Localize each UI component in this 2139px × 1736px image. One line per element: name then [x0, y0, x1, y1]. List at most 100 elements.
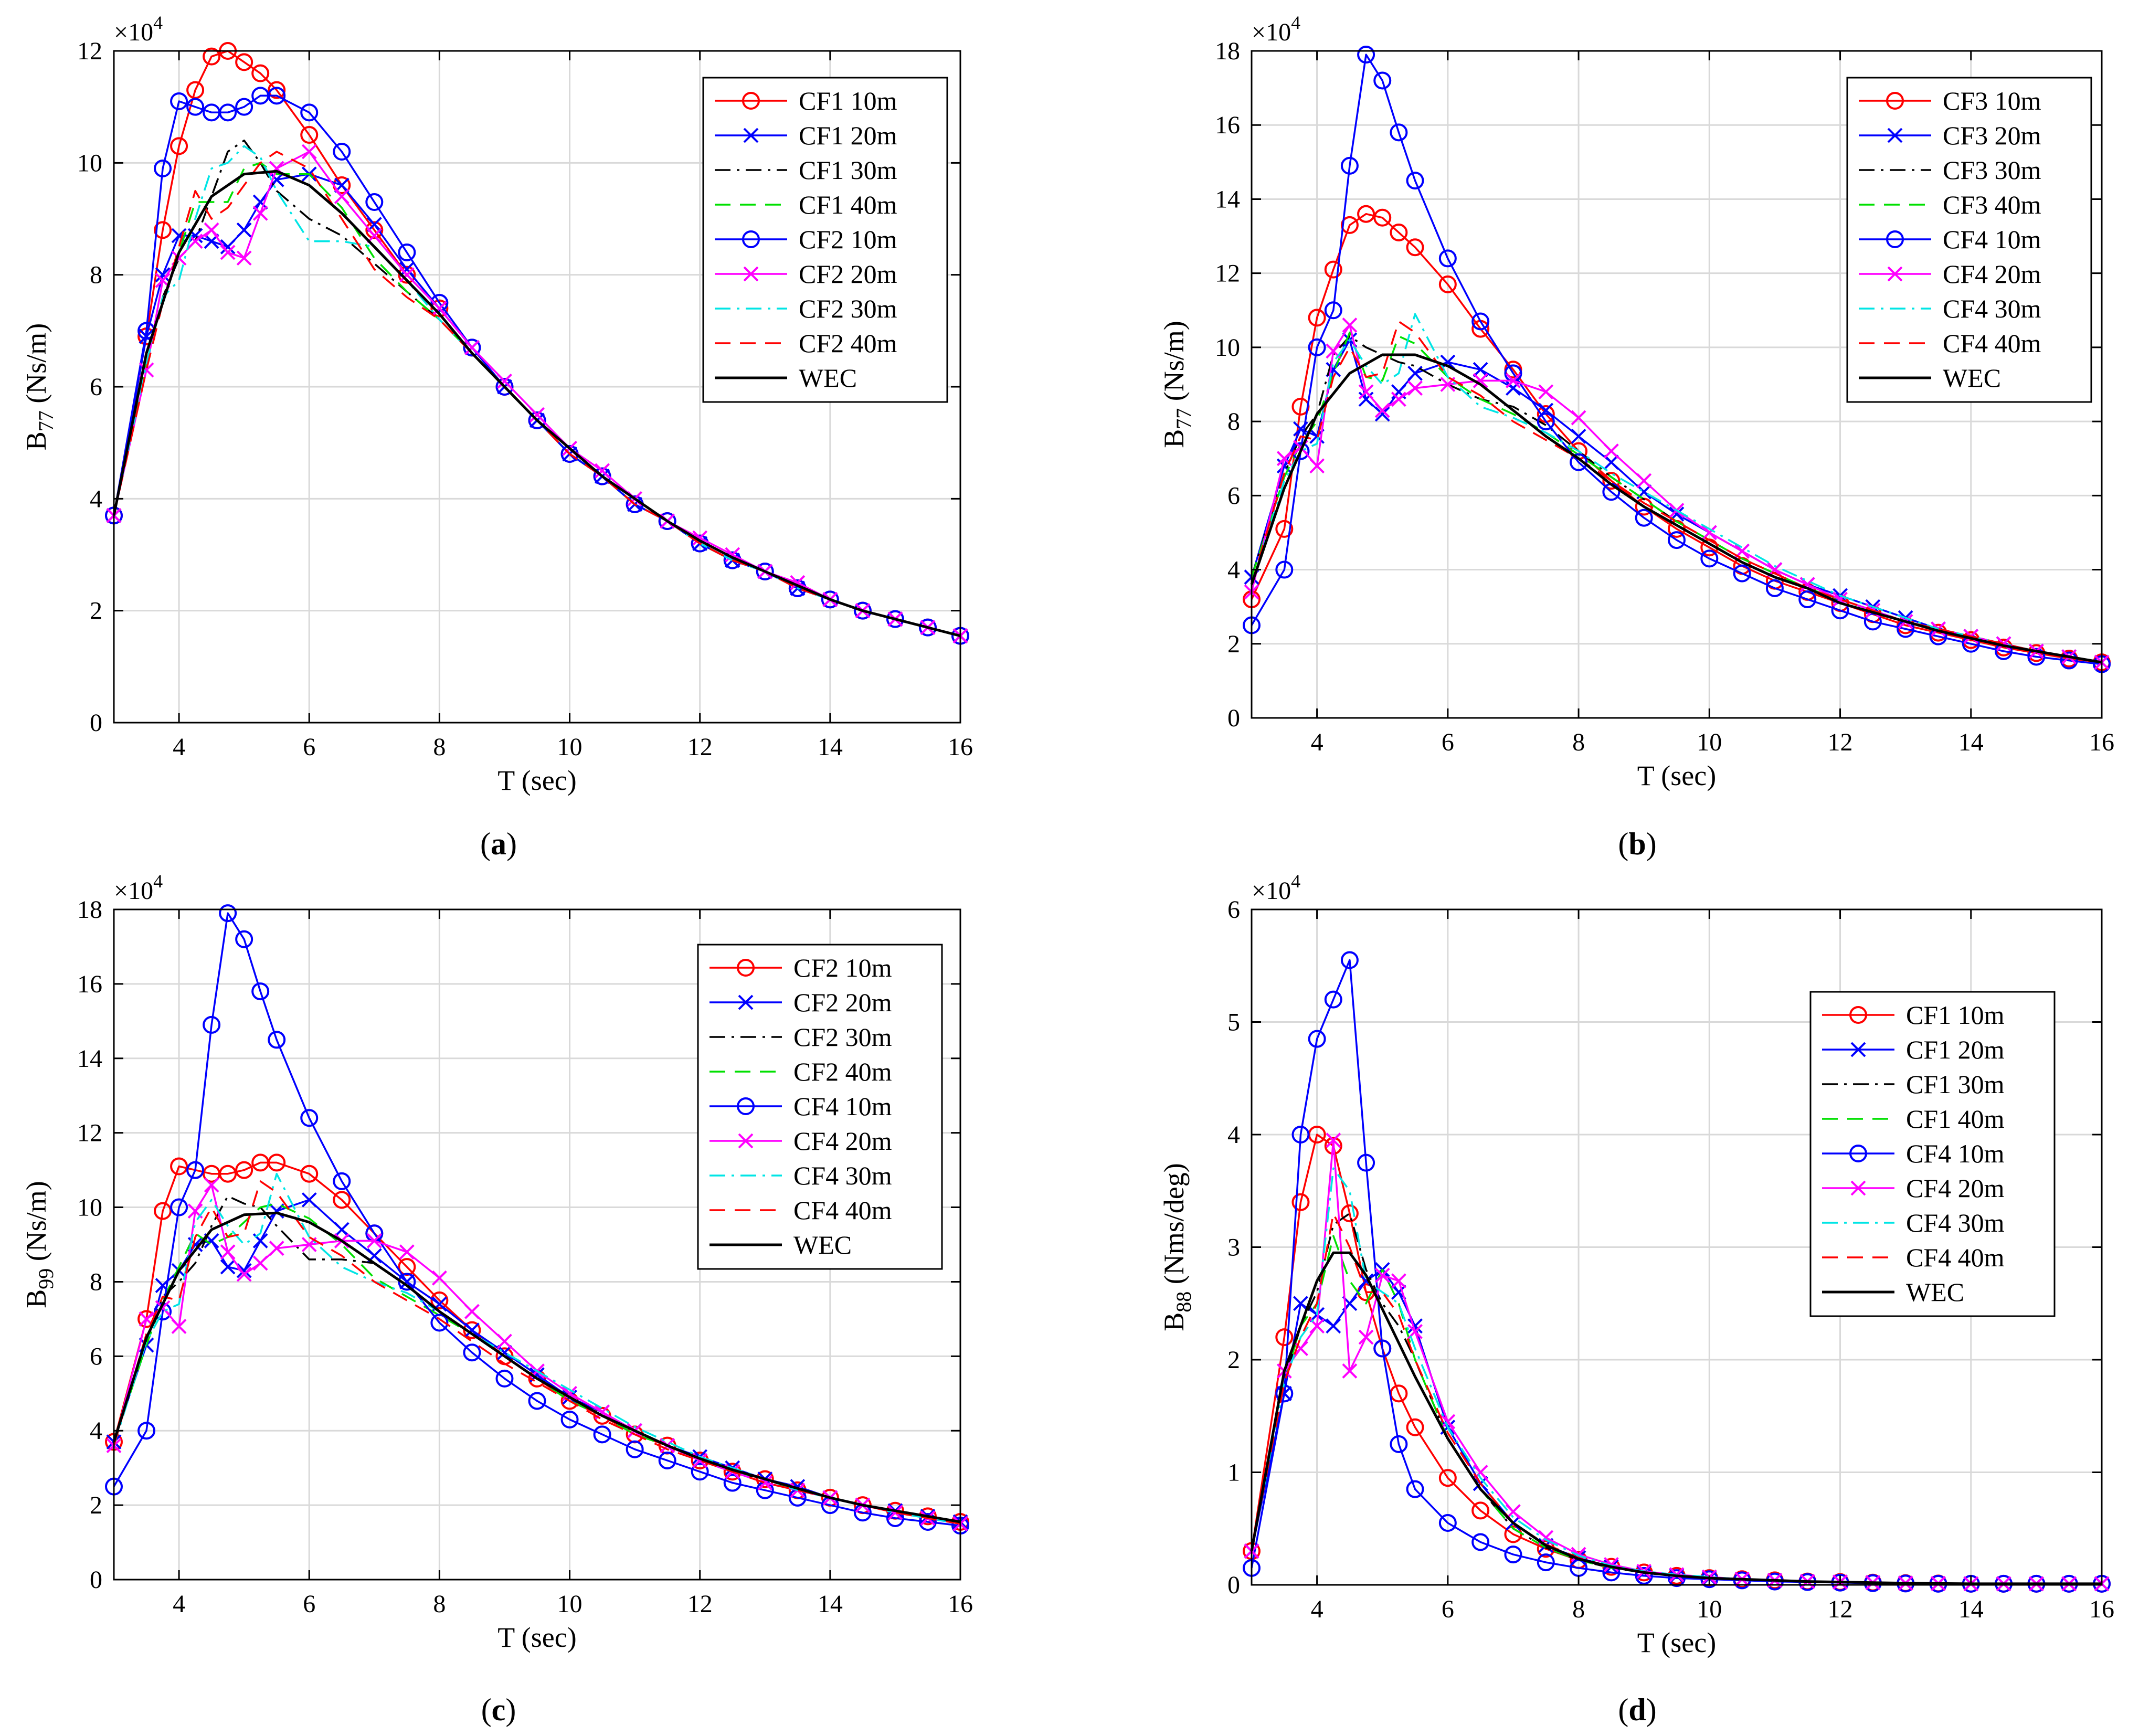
data-point [918, 1513, 937, 1531]
data-point [1863, 612, 1882, 631]
data-point [1340, 951, 1359, 969]
data-point [1473, 373, 1488, 388]
y-tick-label: 5 [1227, 1009, 1240, 1036]
data-point [756, 1470, 774, 1488]
data-point [398, 266, 416, 284]
legend-label: CF1 30m [799, 155, 897, 185]
panel-caption: (c) [481, 1692, 516, 1727]
x-tick-label: 12 [1828, 728, 1853, 756]
data-point [1342, 317, 1358, 333]
data-point [1357, 1153, 1375, 1172]
series-line [113, 1172, 961, 1525]
legend-marker [1849, 1006, 1867, 1024]
y-tick-label: 12 [77, 37, 102, 65]
legend-marker [743, 128, 759, 143]
y-tick-label: 2 [1227, 1346, 1240, 1374]
y-tick-label: 12 [77, 1119, 102, 1147]
y-tick-label: 4 [90, 1417, 102, 1445]
legend-label: CF4 40m [1943, 329, 2041, 358]
data-point [1570, 453, 1588, 471]
data-point [593, 1425, 611, 1444]
legend: CF3 10m CF3 20m CF3 30m CF3 40m CF4 10m CF4 2… [1846, 77, 2092, 403]
data-point [1635, 1566, 1653, 1585]
x-tick-label: 10 [1697, 728, 1722, 756]
data-point [203, 47, 221, 66]
series-wec [1250, 1251, 2102, 1585]
data-point [1733, 564, 1751, 583]
x-tick-label: 10 [1697, 1595, 1722, 1623]
data-point [887, 1505, 903, 1520]
data-point [1374, 1267, 1390, 1283]
data-point [1340, 216, 1359, 234]
data-point [235, 930, 253, 948]
data-point [1357, 46, 1375, 64]
data-point [1603, 454, 1619, 470]
data-point [1291, 1126, 1310, 1144]
data-point [220, 239, 236, 255]
data-point [204, 222, 219, 238]
series-cf4-40m [1251, 1212, 2102, 1585]
series-cf4-10m [1243, 46, 2111, 673]
legend-label: CF4 30m [1906, 1208, 2005, 1237]
series-line [113, 912, 961, 1527]
x-tick-label: 14 [818, 1590, 843, 1618]
data-point [528, 1392, 546, 1410]
y-axis-label: B88 (Nms/deg) [1158, 1163, 1195, 1331]
x-tick-label: 8 [1572, 728, 1585, 756]
data-point [1308, 1030, 1326, 1048]
panel-c: 4 6 8 10 12 14 16 0 2 4 6 8 10 12 14 16 18 ×104 T (sec) B99… [20, 871, 973, 1727]
data-point [1308, 309, 1326, 327]
data-point [1438, 275, 1457, 293]
data-point [1700, 549, 1719, 568]
data-point [219, 1165, 237, 1183]
x-tick-label: 4 [1311, 728, 1323, 756]
legend-label: CF3 30m [1943, 155, 2041, 185]
data-point [1358, 1329, 1374, 1345]
y-tick-label: 4 [1227, 556, 1240, 584]
data-point [463, 338, 481, 357]
data-point [1668, 531, 1686, 549]
legend-label: WEC [1906, 1277, 1964, 1307]
data-point [251, 64, 270, 82]
data-point [219, 904, 237, 923]
data-point [497, 373, 512, 389]
data-point [497, 1345, 512, 1360]
data-point [1504, 1546, 1522, 1564]
data-point [1291, 442, 1310, 460]
data-point [154, 1202, 172, 1220]
x-tick-label: 16 [2089, 728, 2114, 756]
y-exponent-label: ×104 [1252, 12, 1300, 46]
data-point [1326, 1132, 1341, 1148]
data-point [235, 1161, 253, 1179]
data-point [219, 103, 237, 122]
data-point [268, 1153, 286, 1172]
data-point [463, 1321, 481, 1339]
y-exponent-label: ×104 [114, 871, 163, 905]
data-point [1291, 1193, 1310, 1211]
x-tick-label: 10 [557, 733, 583, 761]
data-point [918, 618, 937, 637]
data-point [366, 228, 382, 244]
x-tick-label: 4 [173, 1590, 185, 1618]
axes-frame [113, 908, 961, 1581]
data-point [170, 1157, 188, 1176]
data-point [236, 250, 252, 266]
x-tick-label: 4 [173, 733, 185, 761]
data-point [1406, 1418, 1424, 1436]
data-point [431, 301, 447, 316]
legend-label: CF2 40m [799, 329, 897, 358]
y-exponent-label: ×104 [1252, 871, 1300, 905]
data-point [1406, 172, 1424, 190]
data-point [1438, 249, 1457, 268]
data-point [1471, 1501, 1490, 1520]
data-point [1571, 410, 1586, 426]
data-point [530, 407, 545, 422]
data-point [1275, 560, 1294, 579]
data-point [431, 1270, 447, 1286]
data-point [333, 143, 351, 161]
x-tick-label: 6 [1442, 728, 1454, 756]
x-tick-label: 4 [1311, 1595, 1323, 1623]
data-point [1275, 1328, 1294, 1347]
y-tick-label: 10 [1215, 334, 1240, 362]
data-point [1293, 1296, 1308, 1311]
